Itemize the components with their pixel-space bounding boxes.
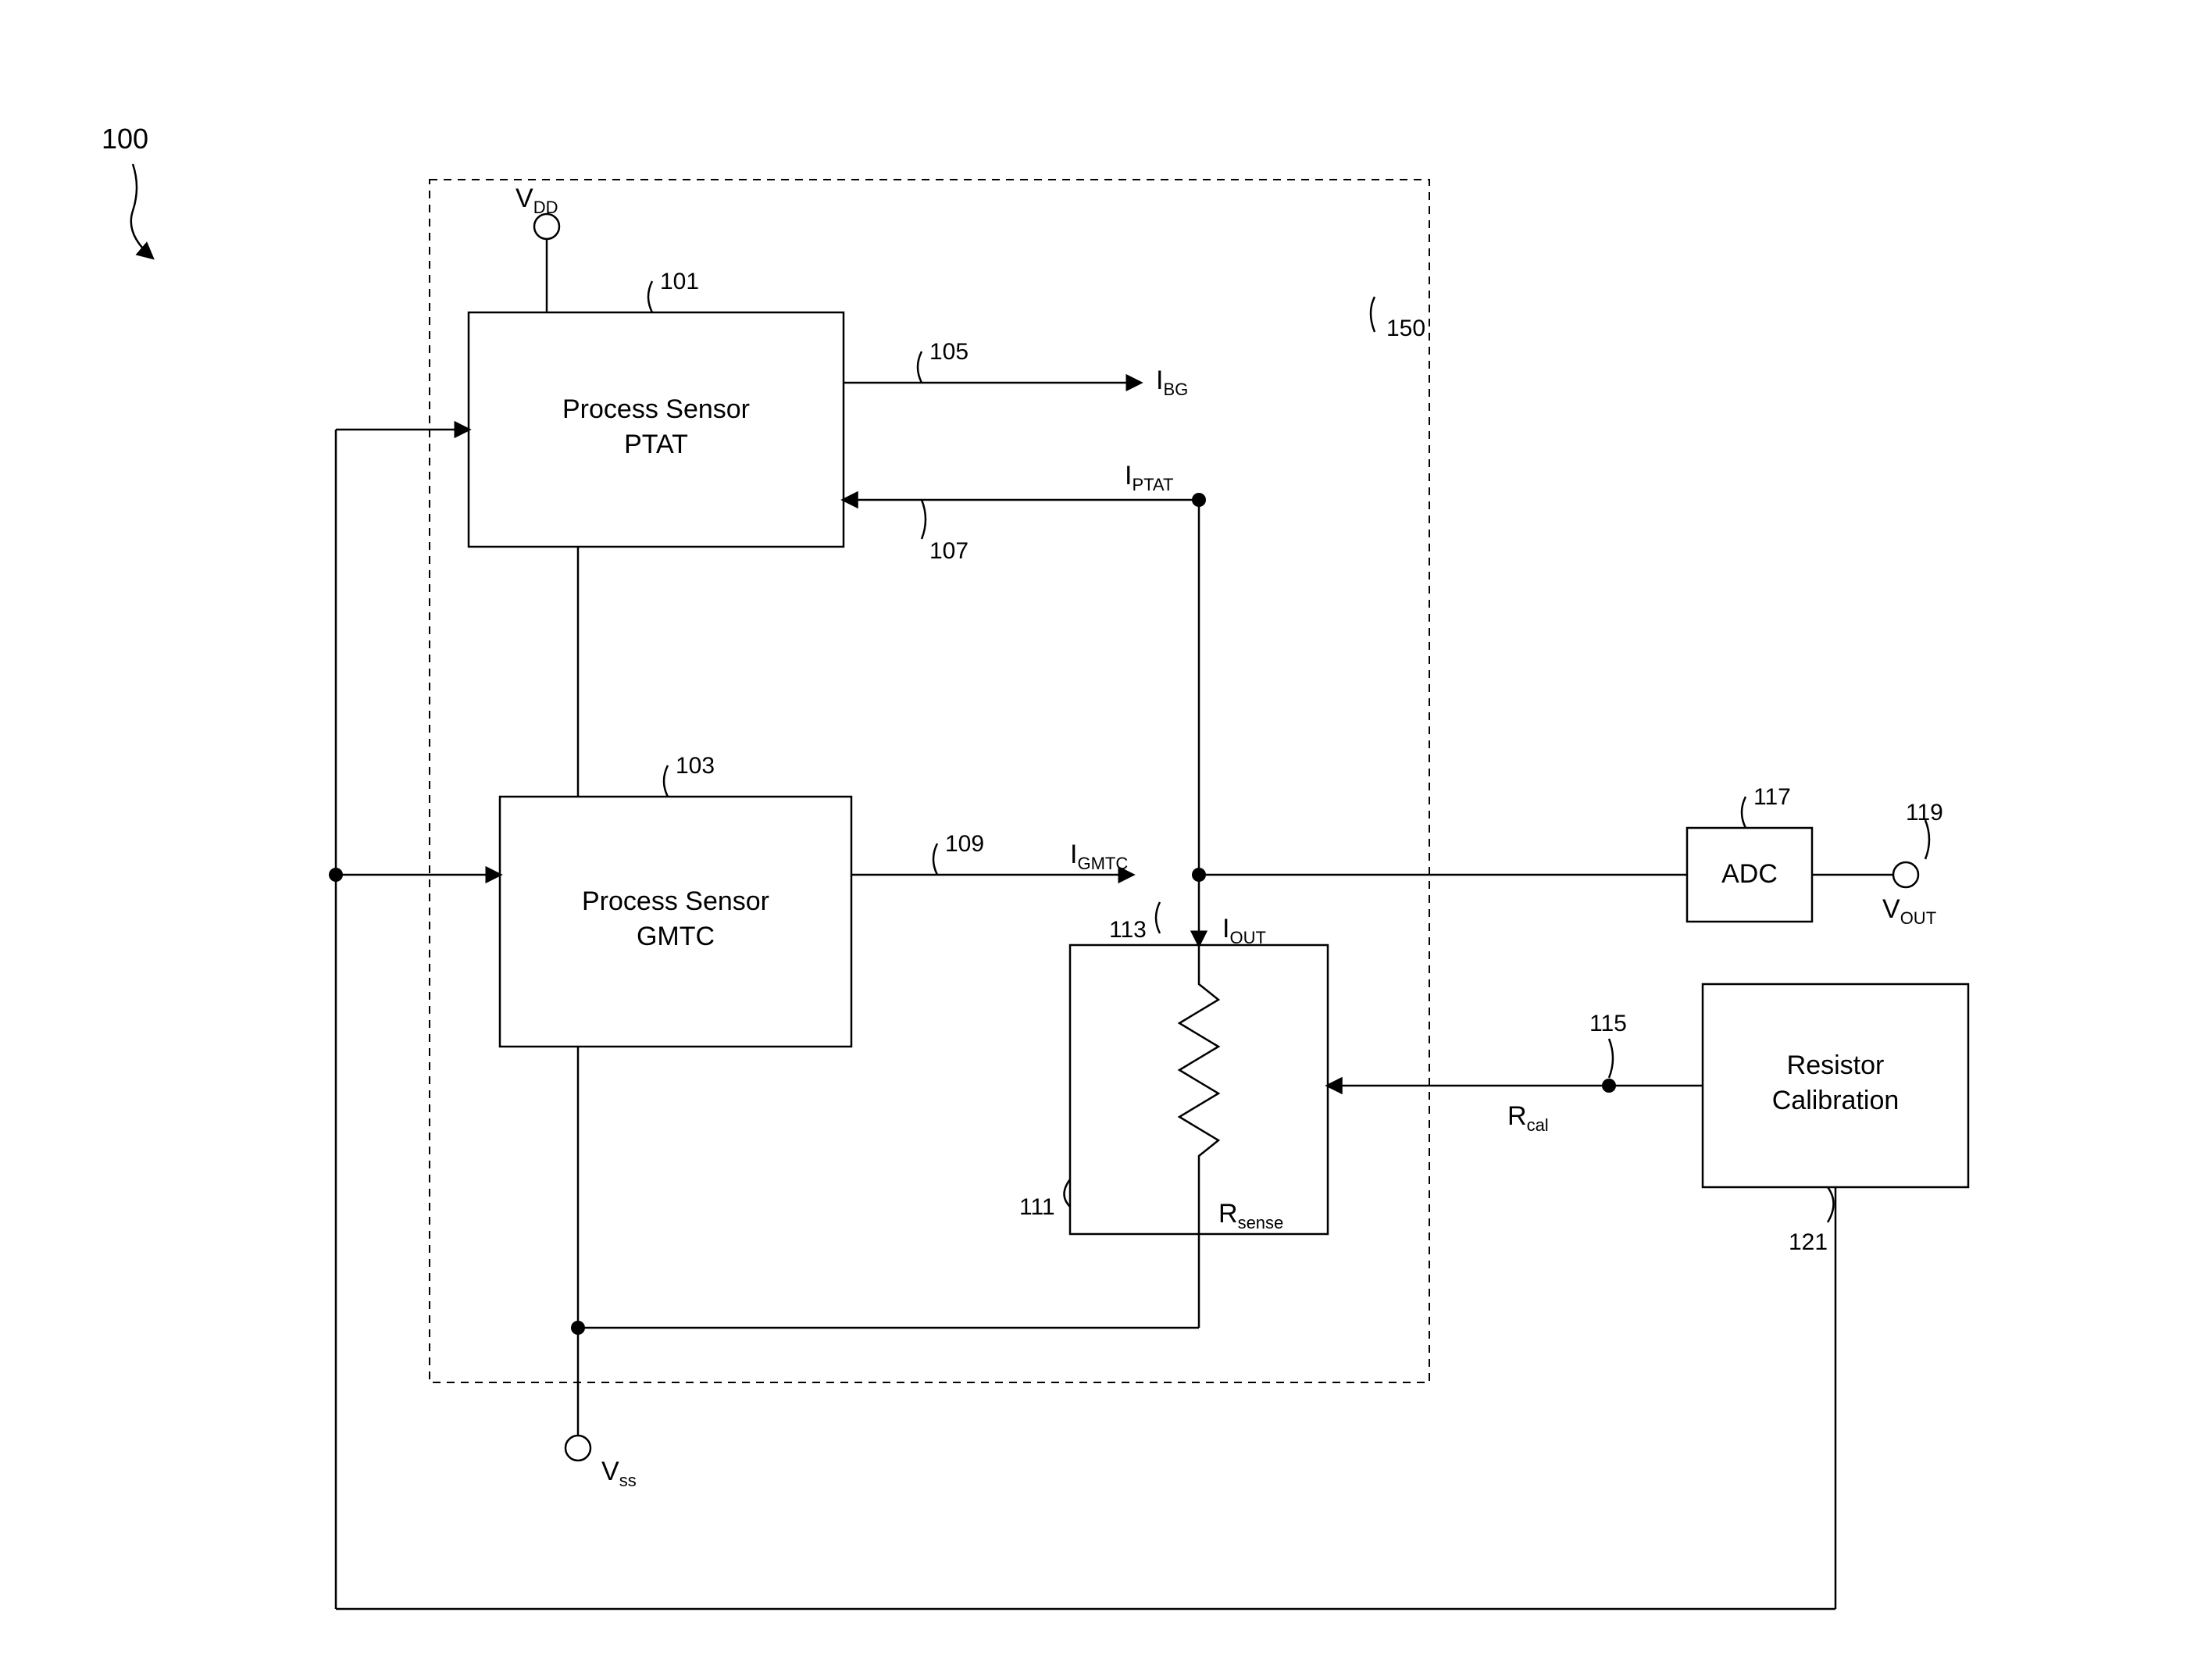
iptat-label: IPTAT [1125, 461, 1173, 494]
iout-label: IOUT [1222, 914, 1266, 947]
ref-107-lead [922, 500, 926, 539]
vss-terminal [565, 1436, 590, 1461]
ref-111: 111 [1019, 1194, 1055, 1220]
ref-113-lead [1156, 902, 1160, 933]
ref-105: 105 [929, 339, 969, 365]
ref-150: 150 [1386, 316, 1425, 341]
ref-115-lead [1609, 1039, 1613, 1078]
rsense-resistor-icon [1179, 945, 1218, 1234]
ref-113: 113 [1109, 917, 1147, 943]
fig-ref-100-lead [131, 164, 152, 258]
ref-117-lead [1742, 797, 1746, 828]
ref-105-lead [918, 351, 922, 383]
rcal-label-1: Resistor [1787, 1050, 1885, 1080]
adc-label: ADC [1721, 859, 1778, 889]
ref-119: 119 [1906, 800, 1943, 826]
ref-115: 115 [1589, 1011, 1627, 1036]
circuit-diagram: 100 150 VDD Process Sensor PTAT 101 Proc… [0, 0, 2201, 1680]
ref-109: 109 [945, 831, 984, 857]
ref-119-lead [1925, 820, 1929, 859]
ptat-label-2: PTAT [624, 430, 688, 459]
ref-150-lead [1371, 297, 1375, 332]
vout-label: VOUT [1882, 894, 1936, 928]
ref-117: 117 [1753, 784, 1791, 810]
ptat-label-1: Process Sensor [562, 394, 750, 424]
rsense-label: Rsense [1218, 1199, 1283, 1232]
igmtc-label: IGMTC [1070, 840, 1128, 873]
rcal-node [1602, 1079, 1616, 1093]
gmtc-label-2: GMTC [637, 922, 715, 951]
ref-101-lead [648, 281, 652, 312]
vdd-terminal [534, 214, 559, 239]
ref-101: 101 [660, 269, 699, 294]
ref-121-lead [1828, 1187, 1834, 1222]
vout-terminal [1893, 862, 1918, 887]
ref-109-lead [933, 844, 937, 875]
ref-103-lead [664, 765, 668, 797]
rcal-signal-label: Rcal [1507, 1101, 1549, 1135]
fig-ref-100: 100 [102, 123, 148, 155]
rcal-label-2: Calibration [1772, 1086, 1900, 1115]
ref-103: 103 [676, 753, 715, 779]
ref-121: 121 [1789, 1229, 1828, 1255]
ibg-label: IBG [1156, 366, 1188, 399]
gmtc-label-1: Process Sensor [582, 886, 769, 916]
ref-107: 107 [929, 538, 969, 564]
vdd-label: VDD [515, 184, 558, 217]
vss-label: Vss [601, 1457, 637, 1490]
